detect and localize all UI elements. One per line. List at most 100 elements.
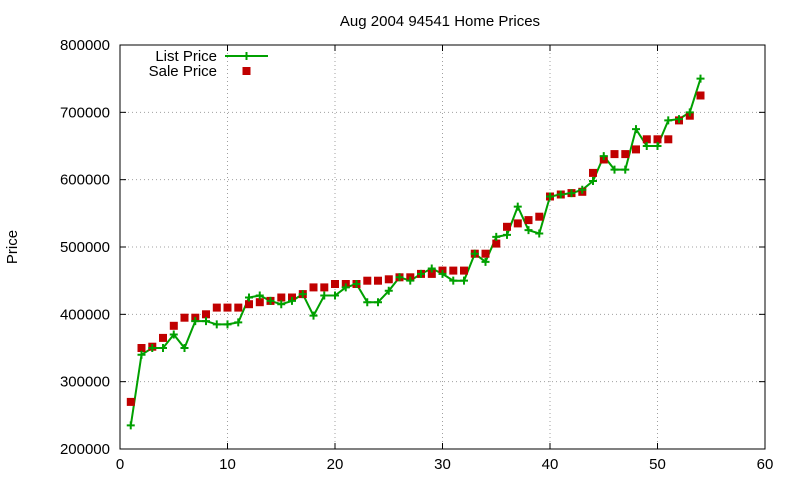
legend-marker-list-price bbox=[242, 52, 251, 60]
list-price-point bbox=[460, 276, 468, 285]
x-tick-label: 30 bbox=[434, 456, 451, 473]
list-price-point bbox=[417, 269, 425, 278]
list-price-point bbox=[642, 142, 651, 150]
list-price-point bbox=[159, 344, 167, 352]
sale-price-point bbox=[180, 313, 189, 322]
list-price-point bbox=[535, 229, 544, 238]
list-price-point bbox=[223, 320, 232, 329]
list-price-point bbox=[556, 190, 565, 199]
list-price-point bbox=[481, 257, 490, 266]
x-tick-label: 0 bbox=[116, 456, 124, 473]
list-price-point bbox=[298, 290, 307, 299]
sale-price-point bbox=[642, 135, 651, 144]
list-price-point bbox=[675, 115, 683, 124]
x-tick-label: 20 bbox=[327, 456, 344, 473]
y-axis-label: Price bbox=[4, 230, 21, 264]
list-price-point bbox=[255, 291, 264, 300]
list-price-point bbox=[234, 318, 243, 327]
y-tick-label: 700000 bbox=[60, 104, 110, 121]
sale-price-point bbox=[137, 344, 146, 352]
sale-price-point bbox=[309, 283, 318, 292]
list-price-point bbox=[524, 226, 533, 235]
list-price-point bbox=[449, 276, 458, 285]
list-price-point bbox=[277, 300, 286, 309]
list-price-point bbox=[341, 283, 350, 292]
legend-label-list-price: List Price bbox=[155, 48, 217, 65]
sale-price-point bbox=[632, 145, 640, 154]
sale-price-point bbox=[374, 276, 382, 285]
sale-price-point bbox=[255, 298, 264, 307]
list-price-point bbox=[374, 298, 382, 307]
list-price-point bbox=[148, 344, 157, 352]
list-price-point bbox=[696, 74, 705, 83]
sale-price-point bbox=[126, 397, 135, 406]
list-price-point bbox=[470, 249, 479, 258]
x-tick-label: 60 bbox=[757, 456, 774, 473]
list-price-point bbox=[180, 344, 189, 352]
sale-price-point bbox=[492, 239, 501, 248]
list-price-point bbox=[653, 142, 662, 150]
list-price-point bbox=[503, 230, 511, 239]
sale-price-point bbox=[460, 266, 468, 275]
axis-ticks bbox=[119, 44, 766, 450]
tick-labels: 0 10 20 30 40 50 60 200000 300000 400000 500000 600… bbox=[60, 37, 773, 473]
sale-price-point bbox=[427, 269, 436, 278]
sale-price-point bbox=[245, 300, 253, 309]
list-price-point bbox=[137, 350, 146, 359]
sale-price-point bbox=[481, 249, 490, 258]
y-tick-label: 300000 bbox=[60, 374, 110, 391]
list-price-point bbox=[492, 232, 501, 241]
sale-price-point bbox=[320, 283, 329, 292]
y-tick-label: 200000 bbox=[60, 441, 110, 458]
list-price-point bbox=[288, 296, 296, 305]
sale-price-point bbox=[277, 293, 286, 302]
y-tick-label: 400000 bbox=[60, 306, 110, 323]
list-price-point bbox=[363, 298, 372, 307]
y-tick-label: 800000 bbox=[60, 37, 110, 54]
list-price-point bbox=[266, 296, 275, 305]
list-price-point bbox=[320, 291, 329, 300]
sale-price-point bbox=[621, 150, 630, 159]
list-price-point bbox=[578, 185, 587, 194]
list-price-point bbox=[427, 264, 436, 273]
list-price-point bbox=[599, 152, 608, 161]
list-price-line bbox=[129, 78, 702, 426]
sale-price-point bbox=[696, 91, 705, 100]
list-price-point bbox=[406, 276, 415, 285]
list-price-point bbox=[546, 192, 554, 201]
list-price-point bbox=[589, 177, 597, 186]
list-price-point bbox=[384, 286, 393, 295]
grid bbox=[120, 45, 765, 449]
sale-price-point bbox=[384, 275, 393, 284]
list-price-point bbox=[438, 269, 447, 278]
list-price-point bbox=[245, 293, 253, 302]
list-price-point bbox=[513, 202, 522, 211]
sale-price-point bbox=[449, 266, 458, 275]
list-price-point bbox=[212, 320, 221, 329]
sale-price-point bbox=[653, 135, 662, 144]
sale-price-point bbox=[234, 303, 243, 312]
list-price-point bbox=[309, 311, 318, 320]
list-price-point bbox=[352, 280, 361, 289]
sale-price-point bbox=[503, 222, 511, 231]
sale-price-point bbox=[513, 219, 522, 228]
list-price-point bbox=[685, 108, 694, 117]
list-price-point bbox=[395, 273, 404, 282]
sale-price-point bbox=[535, 212, 544, 221]
list-price-point bbox=[191, 317, 200, 326]
list-price-point bbox=[567, 189, 576, 198]
list-price-point bbox=[331, 291, 339, 300]
list-price-point bbox=[202, 317, 210, 326]
sale-price-point bbox=[223, 303, 232, 312]
chart-title: Aug 2004 94541 Home Prices bbox=[340, 13, 540, 30]
sale-price-point bbox=[363, 276, 372, 285]
sale-price-point bbox=[202, 310, 210, 319]
sale-price-point bbox=[664, 135, 673, 144]
sale-price-point bbox=[524, 216, 533, 225]
legend-label-sale-price: Sale Price bbox=[149, 63, 217, 80]
list-price-point bbox=[621, 165, 630, 174]
sale-price-point bbox=[169, 321, 178, 330]
legend: List Price Sale Price bbox=[149, 48, 268, 80]
list-price-point bbox=[610, 165, 619, 174]
